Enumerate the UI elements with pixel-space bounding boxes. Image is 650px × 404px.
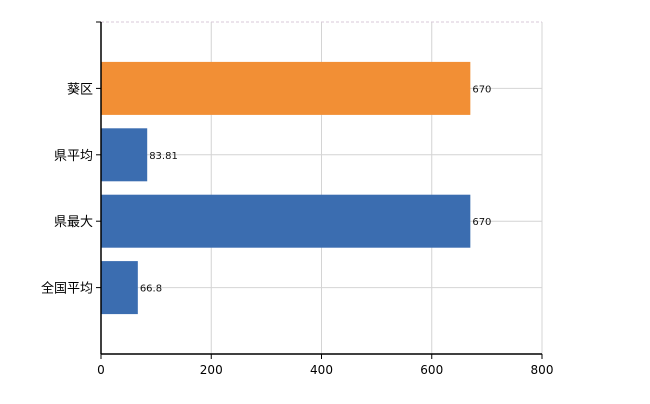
data-label: 670 [472, 84, 491, 95]
x-tick-label: 400 [310, 363, 333, 377]
bar [101, 194, 471, 248]
bar [101, 128, 148, 182]
y-tick-label: 県最大 [54, 215, 93, 230]
data-label: 83.81 [149, 151, 178, 162]
x-tick-label: 800 [531, 363, 554, 377]
data-label: 66.8 [140, 284, 162, 295]
x-tick-label: 0 [97, 363, 105, 377]
x-tick-label: 600 [420, 363, 443, 377]
x-tick-label: 200 [200, 363, 223, 377]
data-label: 670 [472, 217, 491, 228]
y-tick-label: 葵区 [67, 82, 93, 97]
bar [101, 261, 138, 315]
y-tick-label: 県平均 [54, 149, 93, 164]
bar [101, 61, 471, 115]
y-tick-label: 全国平均 [41, 281, 93, 297]
